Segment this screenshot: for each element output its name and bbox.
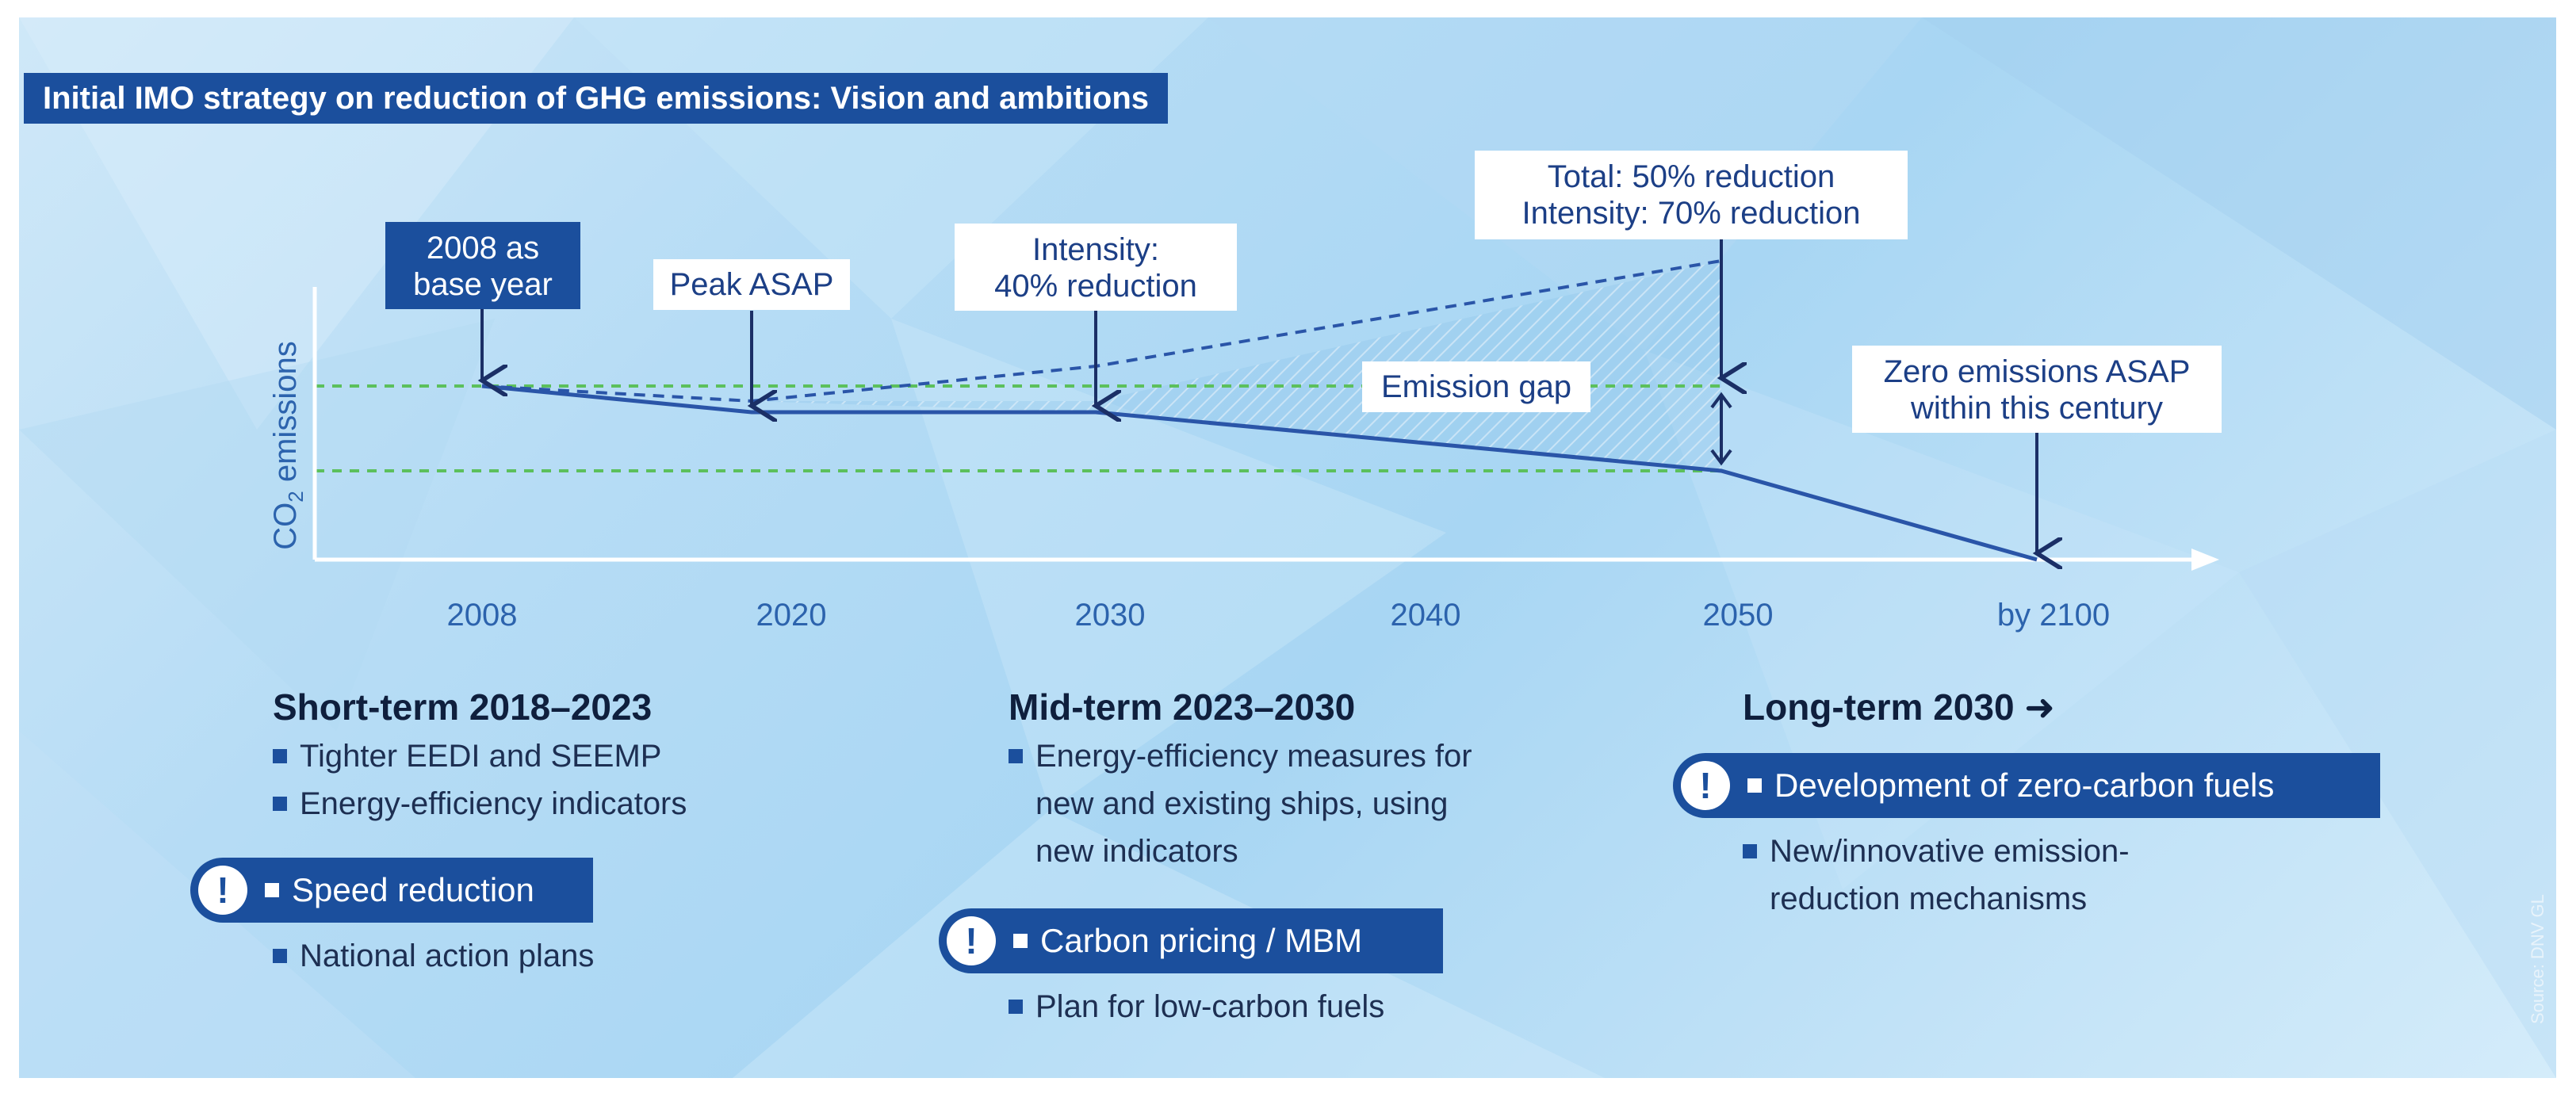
section-short-term-continued: National action plans [273, 932, 828, 980]
x-tick-2100: by 2100 [1996, 598, 2111, 633]
callout-peak: Peak ASAP [653, 259, 850, 310]
x-tick-2050: 2050 [1702, 598, 1774, 633]
bullet-square-icon [265, 883, 279, 897]
section-mid-term: Mid-term 2023–2030 Energy-efficiency mea… [1009, 682, 1611, 875]
section-heading: Long-term 2030 ➜ [1743, 686, 2055, 728]
title-bar: Initial IMO strategy on reduction of GHG… [24, 73, 1168, 124]
highlight-zero-carbon-fuels: ! Development of zero-carbon fuels [1673, 753, 2380, 818]
bullet-square-icon [1743, 844, 1757, 858]
x-tick-2040: 2040 [1390, 598, 1461, 633]
x-tick-2008: 2008 [446, 598, 518, 633]
section-long-term: Long-term 2030 ➜ [1743, 682, 2377, 732]
exclamation-icon: ! [947, 916, 996, 965]
list-item: Energy-efficiency indicators [273, 780, 828, 828]
bullet-square-icon [273, 797, 287, 811]
infographic: Initial IMO strategy on reduction of GHG… [19, 17, 2556, 1078]
section-mid-term-continued: Plan for low-carbon fuels [1009, 983, 1611, 1030]
bullet-square-icon [273, 749, 287, 763]
y-axis-label: CO2 emissions [268, 341, 308, 550]
bullet-square-icon [1747, 778, 1762, 793]
x-axis-arrowhead [2191, 549, 2219, 571]
section-heading: Mid-term 2023–2030 [1009, 686, 1356, 728]
x-tick-2020: 2020 [756, 598, 827, 633]
callout-intensity-2030: Intensity: 40% reduction [955, 224, 1237, 311]
exclamation-icon: ! [198, 866, 247, 915]
exclamation-icon: ! [1681, 761, 1730, 810]
business-as-usual-line [481, 259, 1722, 403]
bullet-square-icon [273, 949, 287, 963]
bullet-square-icon [1009, 749, 1023, 763]
callout-target-2050: Total: 50% reduction Intensity: 70% redu… [1475, 151, 1908, 239]
highlight-carbon-pricing: ! Carbon pricing / MBM [939, 908, 1443, 973]
list-item: Plan for low-carbon fuels [1009, 983, 1611, 1030]
highlight-speed-reduction: ! Speed reduction [190, 858, 593, 923]
callout-base-year: 2008 as base year [385, 222, 580, 309]
section-heading: Short-term 2018–2023 [273, 686, 653, 728]
section-long-term-continued: New/innovative emission- reduction mecha… [1743, 828, 2377, 923]
callout-emission-gap: Emission gap [1362, 361, 1590, 412]
source-credit: Source: DNV GL [2528, 894, 2547, 1024]
x-tick-2030: 2030 [1074, 598, 1146, 633]
bullet-square-icon [1013, 934, 1028, 948]
section-short-term: Short-term 2018–2023 Tighter EEDI and SE… [273, 682, 828, 828]
list-item: Tighter EEDI and SEEMP [273, 732, 828, 780]
list-item: National action plans [273, 932, 828, 980]
list-item: Energy-efficiency measures for new and e… [1009, 732, 1611, 875]
list-item: New/innovative emission- reduction mecha… [1743, 828, 2377, 923]
emission-gap-area [752, 261, 1721, 471]
callout-zero-emissions: Zero emissions ASAP within this century [1852, 346, 2222, 433]
bullet-square-icon [1009, 1000, 1023, 1014]
